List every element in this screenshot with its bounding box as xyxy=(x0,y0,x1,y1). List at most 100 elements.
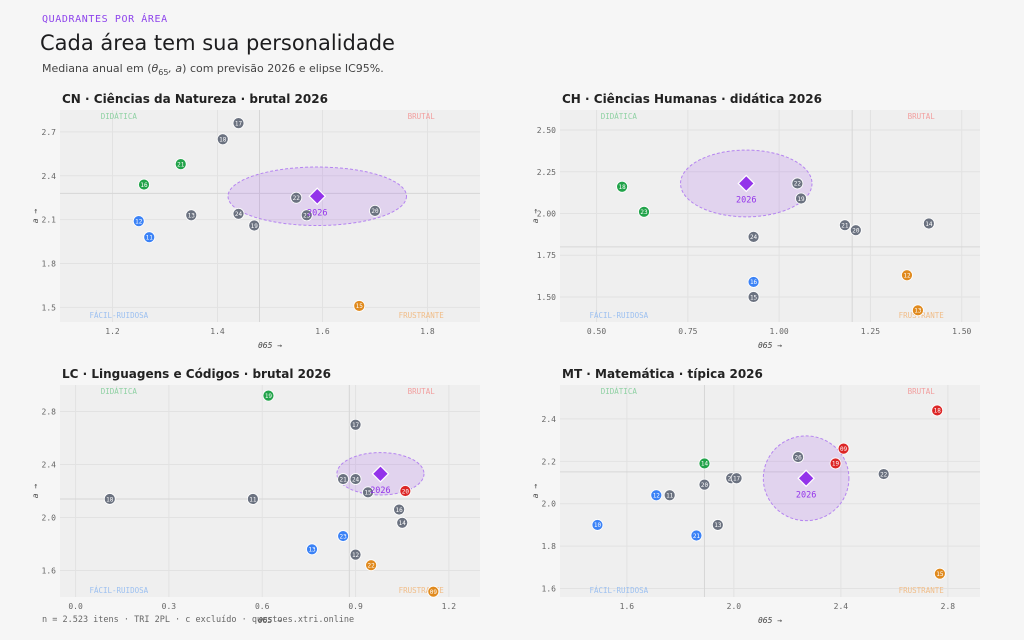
section-kicker: QUADRANTES POR ÁREA xyxy=(42,14,168,25)
x-axis-title: θ65 → xyxy=(758,616,782,623)
quadrant-label-facil-ruidosa: FÁCIL-RUIDOSA xyxy=(89,311,148,320)
data-point xyxy=(747,276,760,288)
data-point-label: 19 xyxy=(797,196,805,203)
data-point-label: 21 xyxy=(693,533,701,540)
quadrant-label-brutal: BRUTAL xyxy=(908,112,936,121)
data-point-label: 12 xyxy=(653,493,661,500)
data-point xyxy=(185,209,198,222)
data-point xyxy=(747,291,760,303)
plot-background xyxy=(60,110,480,322)
data-point-label: 13 xyxy=(308,547,316,554)
data-point xyxy=(248,219,261,232)
data-point-label: 23 xyxy=(339,533,347,540)
forecast-marker xyxy=(737,174,756,193)
data-point-label: 15 xyxy=(936,571,944,578)
data-point-label: 13 xyxy=(714,522,722,529)
data-point-label: 16 xyxy=(140,182,148,189)
quadrant-label-frustrante: FRUSTRANTE xyxy=(399,311,445,320)
plot-background xyxy=(560,385,980,597)
y-tick-label: 1.8 xyxy=(42,260,57,269)
quadrant-label-brutal: BRUTAL xyxy=(408,387,436,396)
x-tick-label: 0.9 xyxy=(348,602,363,611)
forecast-label: 2026 xyxy=(736,195,756,205)
y-tick-label: 2.50 xyxy=(537,126,556,135)
data-point-label: 12 xyxy=(903,273,911,280)
data-point-label: 23 xyxy=(303,213,311,220)
data-point xyxy=(337,473,350,485)
x-tick-label: 1.4 xyxy=(210,327,225,336)
y-tick-label: 1.50 xyxy=(537,293,556,302)
data-point xyxy=(922,217,935,230)
data-point xyxy=(698,478,711,491)
data-point xyxy=(877,468,890,480)
data-point xyxy=(246,493,259,505)
x-tick-label: 1.2 xyxy=(442,602,457,611)
data-point-label: 17 xyxy=(733,476,741,483)
data-point xyxy=(933,567,946,580)
data-point-label: 16 xyxy=(395,507,403,514)
data-point xyxy=(393,503,406,516)
x-axis-title: θ65 → xyxy=(258,616,282,623)
data-point-label: 15 xyxy=(750,294,758,301)
data-point xyxy=(349,473,362,485)
x-tick-label: 1.6 xyxy=(315,327,330,336)
data-point-label: 14 xyxy=(701,461,709,468)
data-point xyxy=(353,300,366,312)
data-point xyxy=(711,519,724,531)
data-point xyxy=(349,418,362,431)
y-axis-title: a → xyxy=(531,484,540,499)
data-point-label: 18 xyxy=(106,496,114,503)
data-point xyxy=(362,486,374,499)
x-tick-label: 2.8 xyxy=(941,602,956,611)
data-point-label: 24 xyxy=(352,476,360,483)
quadrant-label-didatica: DIDÁTICA xyxy=(601,387,638,396)
subtitle-subscript: 65 xyxy=(158,68,169,78)
y-axis-title: a → xyxy=(531,209,540,224)
x-tick-label: 2.4 xyxy=(834,602,849,611)
x-tick-label: 0.3 xyxy=(162,602,177,611)
x-tick-label: 0.0 xyxy=(68,602,83,611)
plot-background xyxy=(560,110,980,322)
data-point-label: 17 xyxy=(352,422,360,429)
data-point xyxy=(262,389,275,402)
forecast-label: 2026 xyxy=(370,486,390,496)
forecast-marker xyxy=(797,469,815,488)
data-point-label: 23 xyxy=(640,209,648,216)
x-tick-label: 1.00 xyxy=(769,327,788,336)
data-point-label: 21 xyxy=(841,222,849,229)
data-point-label: 10 xyxy=(594,522,602,529)
data-point-label: 20 xyxy=(402,488,410,495)
y-tick-label: 2.1 xyxy=(42,216,57,225)
data-point xyxy=(829,457,842,470)
data-point xyxy=(290,191,303,204)
y-tick-label: 2.4 xyxy=(542,415,557,424)
x-tick-label: 2.0 xyxy=(727,602,742,611)
quadrant-label-facil-ruidosa: FÁCIL-RUIDOSA xyxy=(589,311,648,320)
panel-title-ch: CH · Ciências Humanas · didática 2026 xyxy=(562,92,822,106)
data-point xyxy=(427,585,440,598)
data-point xyxy=(616,180,628,193)
page-title: Cada área tem sua personalidade xyxy=(40,31,395,55)
panel-title-mt: MT · Matemática · típica 2026 xyxy=(562,367,763,381)
data-point-label: 11 xyxy=(249,496,257,503)
data-point-label: 09 xyxy=(840,446,848,453)
y-tick-label: 2.7 xyxy=(42,128,57,137)
quadrant-label-frustrante: FRUSTRANTE xyxy=(399,586,445,595)
page-subtitle: Mediana anual em (θ65, a) com previsão 2… xyxy=(42,62,384,77)
data-point-label: 22 xyxy=(794,181,802,188)
data-point-label: 18 xyxy=(618,184,626,191)
data-point xyxy=(663,489,676,502)
forecast-marker xyxy=(308,187,327,206)
data-point xyxy=(337,530,350,542)
data-point xyxy=(912,304,924,317)
data-point-label: 18 xyxy=(219,137,227,144)
quadrant-label-facil-ruidosa: FÁCIL-RUIDOSA xyxy=(89,586,148,595)
quadrant-label-didatica: DIDÁTICA xyxy=(101,387,138,396)
x-tick-label: 0.6 xyxy=(255,602,270,611)
data-point xyxy=(103,493,116,505)
data-point-label: 22 xyxy=(880,471,888,478)
data-point-label: 14 xyxy=(399,520,407,527)
x-tick-label: 1.50 xyxy=(952,327,971,336)
y-tick-label: 1.75 xyxy=(537,251,556,260)
data-point-label: 16 xyxy=(750,279,758,286)
